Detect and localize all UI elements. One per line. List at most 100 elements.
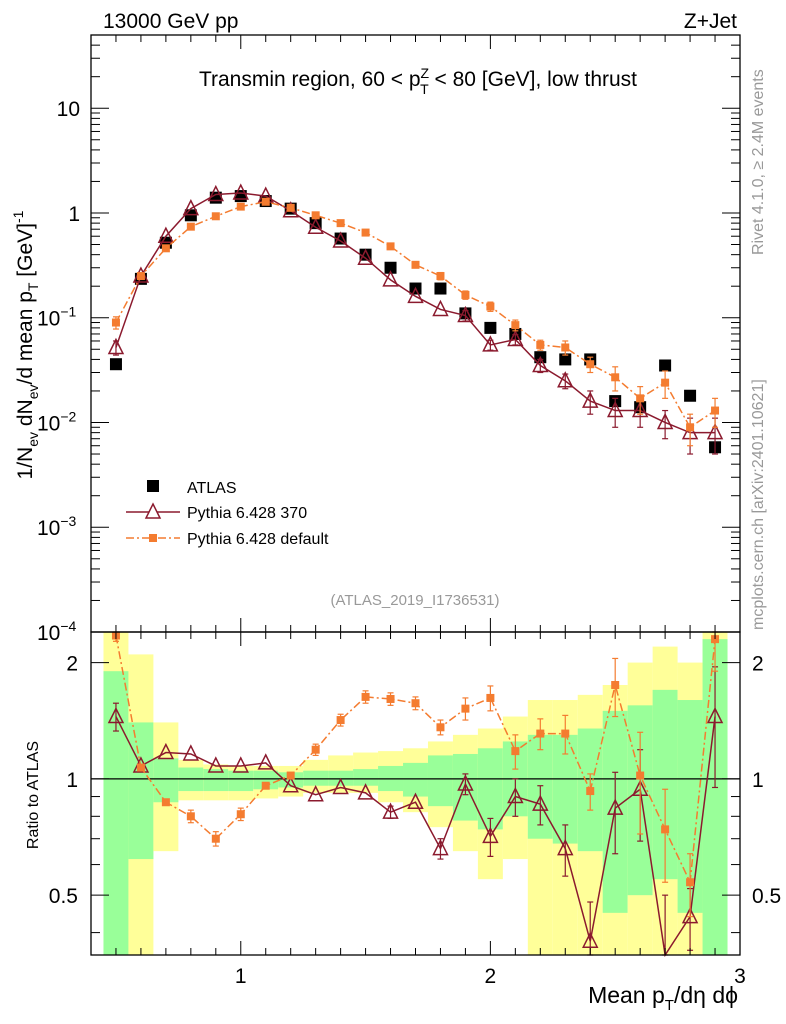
ratio-point <box>532 794 549 811</box>
ratio-point <box>186 812 195 821</box>
ratio-point <box>361 692 370 701</box>
main-title: Transmin region, 60 < pZ T < 80 [GeV], lo… <box>199 65 637 97</box>
legend-marker-atlas <box>147 480 159 492</box>
ratio-y-axis-label: Ratio to ATLAS <box>25 741 42 849</box>
ratio-point <box>582 931 599 948</box>
green-band-bin <box>427 755 453 807</box>
ratio-point <box>461 704 470 713</box>
ratio-point <box>382 802 399 819</box>
x-tick-label: 3 <box>734 965 746 988</box>
ratio-point <box>457 774 474 791</box>
data-point <box>311 211 320 220</box>
ratio-point <box>557 838 574 856</box>
data-point <box>109 358 122 371</box>
series-pythia-6-428-default <box>111 197 720 447</box>
ratio-y-tick-label: 0.5 <box>49 885 78 908</box>
series-pythia-6-428-370 <box>107 183 724 455</box>
ratio-point <box>706 706 724 724</box>
ratio-point <box>232 756 249 773</box>
ratio-point <box>311 745 320 754</box>
y-tick-label: 1 <box>68 203 80 226</box>
data-point <box>711 406 720 415</box>
data-point <box>631 400 649 418</box>
ratio-point <box>236 810 245 819</box>
data-point <box>384 261 397 274</box>
ratio-point <box>681 906 699 924</box>
ratio-point <box>536 729 545 738</box>
data-point <box>107 337 125 355</box>
process-label: Z+Jet <box>684 10 737 33</box>
data-point <box>307 217 324 235</box>
ratio-point <box>357 783 374 800</box>
data-point <box>636 394 645 403</box>
data-point <box>407 286 424 304</box>
mcplots-source-label: mcplots.cern.ch [arXiv:2401.10621] <box>750 379 767 630</box>
ratio-point <box>411 699 420 708</box>
ratio-y-tick-label: 1 <box>66 769 78 792</box>
ratio-point <box>686 878 695 887</box>
green-band-bin <box>153 758 179 803</box>
data-point <box>382 270 399 287</box>
ratio-point <box>407 792 424 809</box>
ratio-point <box>436 723 445 732</box>
green-band-bin <box>403 762 428 797</box>
ratio-point <box>586 787 595 796</box>
data-point <box>706 422 724 440</box>
green-band-bin <box>128 722 154 860</box>
main-panel-background <box>91 35 740 632</box>
legend-marker-pythia-default <box>149 534 157 542</box>
ratio-point <box>482 826 499 844</box>
green-band-bin <box>303 770 329 786</box>
data-point <box>659 359 672 372</box>
legend-label-pythia-370: Pythia 6.428 370 <box>187 505 307 522</box>
ratio-point <box>157 742 175 760</box>
data-point <box>186 222 195 231</box>
data-point <box>334 232 347 245</box>
ratio-point <box>636 771 645 780</box>
y-tick-label: 10−4 <box>37 618 77 645</box>
data-point <box>236 202 245 211</box>
data-point <box>386 242 395 251</box>
data-point <box>536 340 545 349</box>
x-tick-label: 2 <box>485 965 497 988</box>
ratio-y-tick-label: 2 <box>66 653 78 676</box>
data-point <box>211 212 220 221</box>
energy-label: 13000 GeV pp <box>103 10 238 33</box>
ratio-series-pythia-6-428-370 <box>107 666 724 958</box>
ratio-point <box>336 716 345 725</box>
ratio-point <box>386 694 395 703</box>
legend: ATLAS Pythia 6.428 370 Pythia 6.428 defa… <box>126 480 329 548</box>
ratio-point <box>136 763 145 772</box>
legend-entry-pythia-370: Pythia 6.428 370 <box>126 502 307 522</box>
data-point <box>656 412 674 430</box>
ratio-point <box>182 744 200 761</box>
data-point <box>586 360 595 369</box>
data-point <box>559 353 572 366</box>
data-point <box>507 329 524 347</box>
data-point <box>511 321 520 330</box>
data-point <box>286 203 295 212</box>
data-point <box>582 391 599 408</box>
ratio-point <box>711 635 720 644</box>
ratio-point <box>282 776 299 793</box>
data-point <box>606 400 624 418</box>
ratio-point <box>332 777 349 795</box>
data-point <box>432 299 449 317</box>
green-band-bin <box>477 748 503 830</box>
ratio-point <box>511 747 520 756</box>
data-point <box>161 244 170 253</box>
data-point <box>484 321 497 334</box>
data-point <box>557 371 574 388</box>
data-point <box>361 228 370 237</box>
main-series-layer <box>107 183 724 455</box>
legend-marker-pythia-370 <box>144 502 162 519</box>
ratio-point <box>432 838 449 856</box>
ratio-point <box>257 753 274 770</box>
x-axis-label: Mean pT/dη dϕ <box>588 982 738 1014</box>
ratio-point <box>561 729 570 738</box>
data-point <box>532 355 549 373</box>
green-band-bin <box>228 770 254 792</box>
ratio-y-tick-label-right: 0.5 <box>752 885 781 908</box>
main-y-axis-label: 1/Nev dNev/d mean pT [GeV]-1 <box>10 210 41 479</box>
rivet-version-label: Rivet 4.1.0, ≥ 2.4M events <box>750 69 767 255</box>
